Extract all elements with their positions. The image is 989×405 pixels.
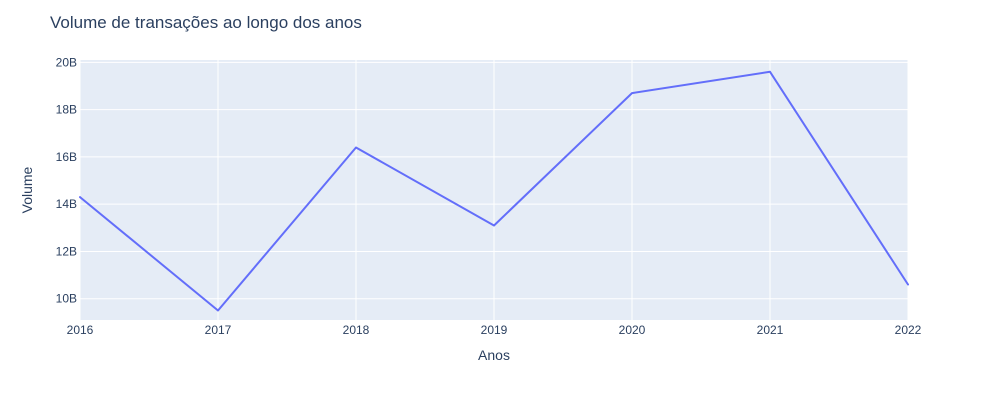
y-tick-label: 18B (56, 103, 77, 117)
y-tick-label: 14B (56, 197, 77, 211)
y-axis-title: Volume (19, 166, 35, 213)
y-axis-ticks: 10B 12B 14B 16B 18B 20B (56, 55, 77, 305)
x-axis-title: Anos (478, 347, 510, 363)
series-layer (79, 70, 909, 312)
y-tick-label: 16B (56, 150, 77, 164)
chart-title: Volume de transações ao longo dos anos (50, 13, 362, 32)
x-tick-label: 2018 (343, 323, 370, 337)
y-tick-label: 12B (56, 244, 77, 258)
series-line (79, 70, 909, 312)
grid-lines (79, 60, 909, 320)
x-axis-ticks: 2016 2017 2018 2019 2020 2021 2022 (67, 323, 922, 337)
x-tick-label: 2019 (481, 323, 508, 337)
x-tick-label: 2022 (895, 323, 922, 337)
x-tick-label: 2020 (619, 323, 646, 337)
y-tick-label: 10B (56, 292, 77, 306)
x-tick-label: 2017 (205, 323, 232, 337)
x-tick-label: 2021 (757, 323, 784, 337)
x-tick-label: 2016 (67, 323, 94, 337)
y-tick-label: 20B (56, 55, 77, 69)
